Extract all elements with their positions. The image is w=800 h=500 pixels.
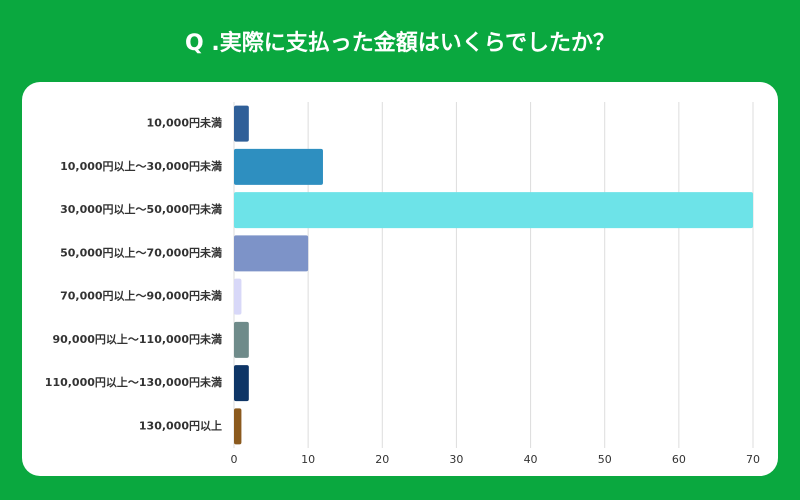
x-tick-label: 10 [301,453,315,466]
bar [234,235,309,272]
y-tick-label: 10,000円以上～30,000円未満 [60,159,222,173]
y-tick-label: 90,000円以上～110,000円未満 [52,332,222,346]
y-tick-label: 10,000円未満 [147,116,222,130]
y-tick-label: 50,000円以上～70,000円未満 [60,245,222,259]
bar [234,192,753,229]
x-tick-label: 60 [672,453,686,466]
panel [22,82,778,476]
y-tick-label: 130,000円以上 [139,418,222,432]
bar [234,278,242,315]
y-tick-label: 30,000円以上～50,000円未満 [60,202,222,216]
bar [234,105,249,142]
x-tick-label: 30 [449,453,463,466]
chart-title: Q .実際に支払った金額はいくらでしたか？ [185,30,615,56]
y-tick-label: 110,000円以上～130,000円未満 [45,375,222,389]
bar [234,408,242,445]
x-tick-label: 0 [231,453,238,466]
bar [234,148,323,185]
x-tick-label: 40 [524,453,538,466]
x-tick-label: 50 [598,453,612,466]
bar [234,365,249,402]
x-tick-label: 20 [375,453,389,466]
y-tick-label: 70,000円以上～90,000円未満 [60,289,222,303]
bar [234,321,249,358]
x-tick-label: 70 [746,453,760,466]
